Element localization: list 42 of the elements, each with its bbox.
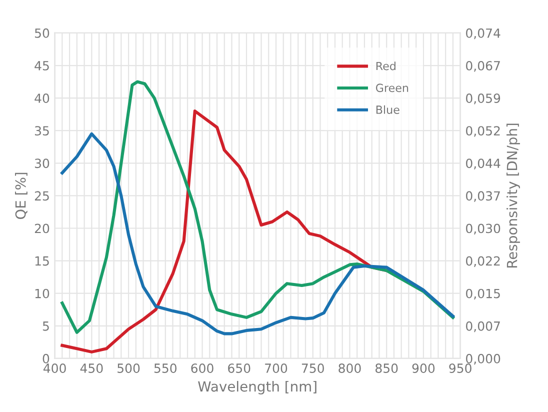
y2-tick-label: 0,015 — [466, 288, 500, 300]
x-tick-label: 600 — [191, 364, 214, 373]
y2-axis-title: Responsivity [DN/ph] — [506, 124, 520, 268]
x-tick-label: 850 — [376, 364, 398, 373]
y-tick-label: 10 — [35, 288, 50, 298]
y2-tick-label: 0,067 — [466, 60, 500, 72]
y2-tick-label: 0,059 — [466, 94, 500, 104]
y-axis-title: QE [%] — [15, 172, 28, 219]
y2-tick-label: 0,037 — [466, 191, 500, 202]
y-tick-label: 35 — [34, 126, 49, 136]
x-tick-label: 750 — [302, 364, 324, 373]
line-series — [60, 132, 454, 336]
y2-tick-label: 0,052 — [466, 126, 500, 137]
line-series — [60, 80, 454, 334]
y2-tick-label: 0,030 — [466, 224, 500, 234]
x-tick-label: 700 — [265, 364, 288, 373]
x-tick-label: 450 — [80, 364, 103, 373]
y2-tick-label: 0,022 — [466, 256, 500, 267]
x-tick-label: 900 — [412, 364, 435, 373]
legend-label: Green — [376, 84, 408, 92]
legend-label: Red — [376, 62, 396, 70]
y-tick-label: 15 — [35, 256, 49, 266]
x-tick-label: 500 — [118, 364, 140, 373]
y2-tick-label: 0,074 — [466, 28, 500, 40]
y2-tick-label: 0,000 — [466, 354, 500, 365]
y-tick-label: 25 — [34, 191, 49, 201]
y-tick-label: 20 — [34, 224, 50, 234]
x-tick-label: 650 — [228, 364, 250, 373]
x-tick-label: 950 — [449, 364, 472, 373]
y-tick-label: 30 — [34, 158, 50, 168]
y-tick-label: 5 — [42, 322, 49, 331]
y-tick-label: 50 — [34, 28, 50, 38]
x-tick-label: 800 — [338, 364, 361, 373]
x-axis-title: Wavelength [nm] — [198, 380, 316, 394]
x-tick-label: 550 — [154, 364, 176, 373]
y2-tick-label: 0,007 — [466, 321, 500, 332]
y-tick-label: 40 — [34, 94, 50, 103]
y-tick-label: 45 — [34, 61, 49, 70]
y2-tick-label: 0,044 — [466, 158, 500, 170]
x-tick-label: 400 — [43, 364, 66, 373]
y-tick-label: 0 — [42, 354, 50, 364]
legend-label: Blue — [376, 105, 400, 114]
